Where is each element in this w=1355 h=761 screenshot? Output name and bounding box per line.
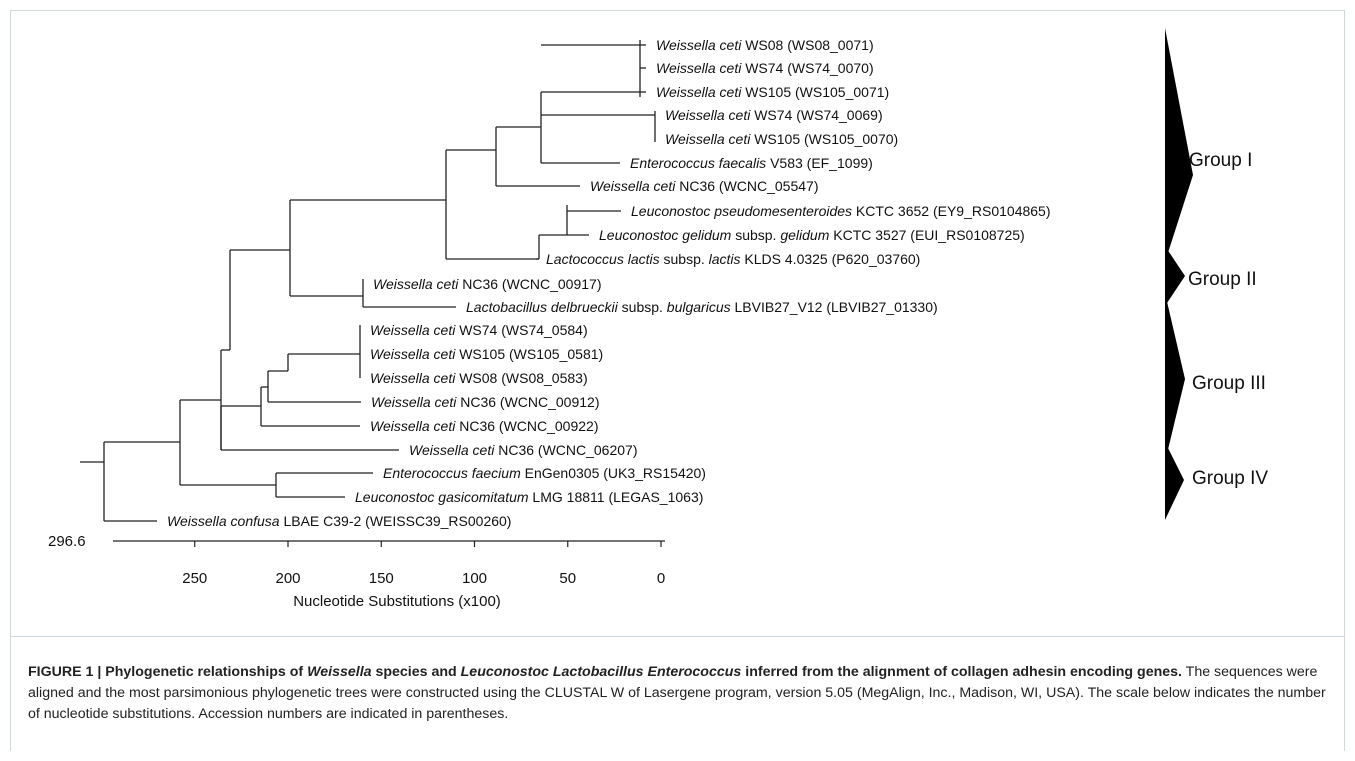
leaf-label: Weissella ceti NC36 (WCNC_00917)	[373, 276, 602, 292]
leaf-label: Leuconostoc gelidum subsp. gelidum KCTC …	[599, 227, 1025, 243]
scale-tick-label: 0	[657, 570, 665, 587]
group-label: Group II	[1188, 269, 1257, 290]
leaf-label: Weissella ceti WS105 (WS105_0071)	[656, 84, 889, 100]
group-label: Group I	[1189, 150, 1252, 171]
leaf-label: Weissella ceti NC36 (WCNC_00922)	[370, 418, 599, 434]
caption-figure-label: FIGURE 1 | Phylogenetic relationships of	[28, 664, 308, 680]
leaf-label: Leuconostoc gasicomitatum LMG 18811 (LEG…	[355, 489, 703, 505]
scale-bar: 296.6 250 200 150 100 50 0 Nucleotide Substit…	[48, 533, 665, 610]
scale-tick-label: 250	[182, 570, 207, 587]
leaf-label: Weissella ceti WS08 (WS08_0071)	[656, 37, 874, 53]
leaf-label: Weissella ceti NC36 (WCNC_05547)	[590, 178, 819, 194]
group-label: Group III	[1192, 373, 1266, 394]
tree-branches	[80, 40, 656, 522]
leaf-label: Weissella ceti WS105 (WS105_0070)	[665, 131, 898, 147]
leaf-label: Weissella ceti WS74 (WS74_0584)	[370, 322, 588, 338]
caption-divider	[10, 636, 1345, 637]
scale-tick-label: 50	[559, 570, 576, 587]
figure-caption: FIGURE 1 | Phylogenetic relationships of…	[28, 662, 1328, 725]
caption-body: The sequences were aligned and the most …	[28, 664, 1326, 722]
group-bracket-shape	[1165, 28, 1193, 262]
group-bracket-shape	[1165, 442, 1184, 520]
caption-title: FIGURE 1 | Phylogenetic relationships of…	[28, 664, 1182, 680]
leaf-label: Weissella ceti WS08 (WS08_0583)	[370, 370, 588, 386]
scale-tick-label: 100	[462, 570, 487, 587]
group-bracket-shape	[1165, 293, 1185, 462]
leaf-label: Lactobacillus delbrueckii subsp. bulgari…	[466, 299, 938, 315]
group-bracket-shape	[1165, 246, 1185, 306]
caption-title-end: inferred from the alignment of collagen …	[741, 664, 1182, 680]
leaf-label: Weissella ceti WS74 (WS74_0069)	[665, 107, 883, 123]
leaf-label: Weissella ceti NC36 (WCNC_00912)	[371, 394, 600, 410]
leaf-label: Weissella ceti WS105 (WS105_0581)	[370, 346, 603, 362]
group-markers: Group I Group II Group III Group IV	[1165, 28, 1268, 520]
figure-frame	[10, 10, 1345, 751]
scale-tick-label: 150	[369, 570, 394, 587]
scale-axis-label: Nucleotide Substitutions (x100)	[293, 593, 501, 610]
group-label: Group IV	[1192, 468, 1268, 489]
leaf-label: Leuconostoc pseudomesenteroides KCTC 365…	[631, 203, 1051, 219]
caption-title-mid-1: species and	[371, 664, 461, 680]
caption-title-genus-2: Leuconostoc Lactobacillus Enterococcus	[460, 664, 742, 680]
leaf-label: Enterococcus faecium EnGen0305 (UK3_RS15…	[383, 465, 706, 481]
scale-max-label: 296.6	[48, 533, 86, 550]
leaf-label: Lactococcus lactis subsp. lactis KLDS 4.…	[546, 251, 920, 267]
leaf-label: Weissella confusa LBAE C39-2 (WEISSC39_R…	[167, 513, 511, 529]
scale-tick-label: 200	[275, 570, 300, 587]
leaf-label: Weissella ceti NC36 (WCNC_06207)	[409, 442, 638, 458]
phylogenetic-tree: Weissella ceti WS08 (WS08_0071) Weissella…	[48, 28, 1268, 610]
leaf-label: Weissella ceti WS74 (WS74_0070)	[656, 60, 874, 76]
leaf-label: Enterococcus faecalis V583 (EF_1099)	[630, 155, 873, 171]
caption-title-genus-1: Weissella	[307, 664, 372, 680]
leaf-labels: Weissella ceti WS08 (WS08_0071) Weissella…	[167, 37, 1051, 529]
